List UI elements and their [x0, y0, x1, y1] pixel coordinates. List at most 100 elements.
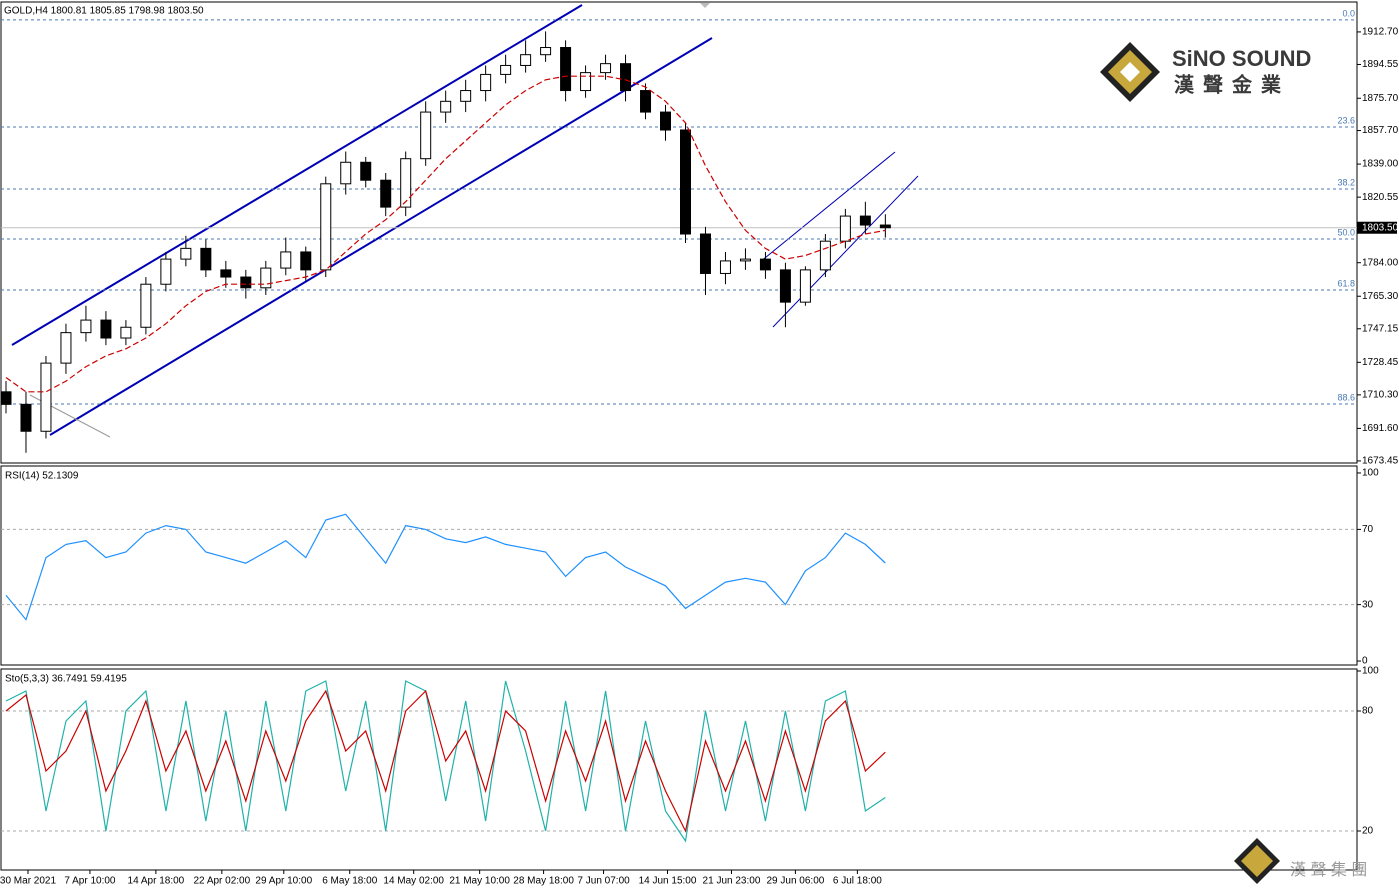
- candle-body: [799, 269, 811, 303]
- last-price-box: [1357, 221, 1397, 234]
- candle-body: [180, 247, 192, 260]
- chart-title: GOLD,H4 1800.81 1805.85 1798.98 1803.50: [4, 6, 204, 17]
- brand-name: SiNO SOUND: [1172, 46, 1311, 71]
- candle-body: [460, 90, 472, 102]
- logo-diamond: [1241, 845, 1273, 877]
- x-tick-label: 6 May 18:00: [322, 876, 377, 887]
- x-tick-label: 7 Jun 07:00: [577, 876, 630, 887]
- candle-body: [40, 362, 52, 432]
- candle-body: [640, 90, 652, 113]
- y-tick-label: 100: [1362, 468, 1379, 479]
- y-tick-label: 1875.70: [1362, 93, 1399, 104]
- y-tick-label: 80: [1362, 706, 1374, 717]
- candle-body: [600, 63, 612, 74]
- fib-label: 0.0: [1342, 8, 1355, 18]
- logo: SiNO SOUND 漢聲金業: [1100, 42, 1311, 102]
- fib-label: 38.2: [1337, 177, 1355, 187]
- pane-title: RSI(14) 52.1309: [5, 471, 79, 482]
- x-tick-label: 22 Apr 02:00: [193, 876, 250, 887]
- brand-name-cn: 漢聲金業: [1174, 72, 1290, 96]
- fib-label: 88.6: [1337, 392, 1355, 402]
- candle-body: [480, 73, 492, 92]
- candle-body: [500, 64, 512, 75]
- footer-text: 漢 聲 集 團: [1290, 861, 1367, 879]
- y-tick-label: 1820.55: [1362, 192, 1399, 203]
- y-tick-label: 1912.70: [1362, 27, 1399, 38]
- y-tick-label: 1765.30: [1362, 291, 1399, 302]
- x-tick-label: 21 Jun 23:00: [703, 876, 761, 887]
- y-tick-label: 1894.55: [1362, 59, 1399, 70]
- candle-body: [719, 260, 731, 274]
- candle-body: [620, 63, 632, 92]
- candle-body: [779, 269, 791, 303]
- y-tick-label: 1839.00: [1362, 159, 1399, 170]
- candle-body: [340, 161, 352, 185]
- candle-body: [160, 258, 172, 285]
- x-tick-label: 7 Apr 10:00: [64, 876, 116, 887]
- fib-label: 23.6: [1337, 115, 1355, 125]
- x-tick-label: 21 May 10:00: [449, 876, 510, 887]
- x-tick-label: 29 Apr 10:00: [255, 876, 312, 887]
- rsi-pane: [0, 465, 1358, 666]
- y-tick-label: 1747.15: [1362, 323, 1399, 334]
- candle-body: [200, 247, 212, 271]
- y-tick-label: 20: [1362, 826, 1374, 837]
- y-tick-label: 1857.70: [1362, 125, 1399, 136]
- last-price-label: 1803.50: [1362, 222, 1399, 233]
- candle-body: [260, 267, 272, 289]
- candle-body: [400, 158, 412, 208]
- y-tick-label: 1691.60: [1362, 423, 1399, 434]
- series-line: [5, 513, 886, 621]
- fib-label: 50.0: [1337, 227, 1355, 237]
- candle-body: [420, 111, 432, 160]
- channel-line: [772, 175, 919, 328]
- x-tick-label: 14 May 02:00: [383, 876, 444, 887]
- pane-title: Sto(5,3,3) 36.7491 59.4195: [5, 674, 127, 685]
- candle-body: [739, 258, 751, 262]
- series-line: [5, 689, 886, 833]
- candle-body: [819, 240, 831, 271]
- candle-body: [100, 319, 112, 339]
- x-tick-label: 29 Jun 06:00: [767, 876, 825, 887]
- candle-body: [360, 161, 372, 181]
- series-line: [5, 680, 886, 843]
- candle-body: [440, 100, 452, 113]
- shift-marker: [700, 3, 710, 8]
- candle-body: [839, 215, 851, 242]
- candle-body: [679, 129, 691, 235]
- y-tick-label: 30: [1362, 599, 1374, 610]
- candle-body: [320, 183, 332, 271]
- candle-body: [60, 332, 72, 364]
- y-tick-label: 1673.45: [1362, 456, 1399, 467]
- candle-body: [520, 54, 532, 66]
- y-tick-label: 1728.45: [1362, 357, 1399, 368]
- y-tick-label: 1710.30: [1362, 389, 1399, 400]
- x-tick-label: 28 May 18:00: [513, 876, 574, 887]
- candle-body: [120, 326, 132, 339]
- y-tick-label: 100: [1362, 666, 1379, 677]
- x-tick-label: 14 Apr 18:00: [128, 876, 185, 887]
- x-tick-label: 6 Jul 18:00: [833, 876, 882, 887]
- candle-body: [879, 224, 891, 229]
- x-tick-label: 30 Mar 2021: [0, 876, 56, 887]
- sto-pane: [0, 668, 1358, 871]
- candle-body: [20, 403, 32, 432]
- candle-body: [699, 233, 711, 274]
- footer-logo: 漢 聲 集 團: [1234, 838, 1367, 884]
- y-tick-label: 1784.00: [1362, 257, 1399, 268]
- channel-line: [759, 151, 896, 263]
- y-tick-label: 0: [1362, 656, 1368, 667]
- candle-body: [540, 47, 552, 56]
- candle-body: [140, 283, 152, 328]
- candle-body: [560, 47, 572, 92]
- candle-body: [0, 391, 12, 405]
- channel-line: [49, 37, 713, 436]
- candle-body: [300, 251, 312, 271]
- fib-label: 61.8: [1337, 278, 1355, 288]
- candle-body: [859, 215, 871, 226]
- candle-body: [759, 258, 771, 271]
- x-tick-label: 14 Jun 15:00: [639, 876, 697, 887]
- channel-line: [11, 4, 583, 346]
